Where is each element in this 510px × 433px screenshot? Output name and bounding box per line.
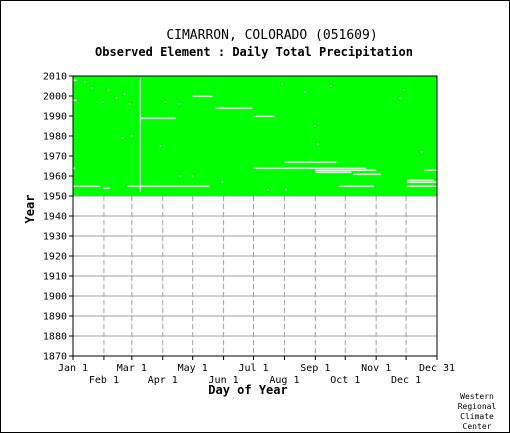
x-tick-label-lower-2: Jun 1 bbox=[209, 375, 239, 386]
y-tick-label-1900: 1900 bbox=[43, 292, 67, 303]
missing-day-3 bbox=[123, 93, 126, 95]
missing-segment-10 bbox=[424, 169, 437, 172]
credit-line-3: Center bbox=[463, 422, 492, 431]
x-axis-label: Day of Year bbox=[208, 383, 287, 397]
missing-segment-13 bbox=[284, 161, 337, 164]
missing-segment-2 bbox=[102, 187, 110, 190]
missing-day-11 bbox=[179, 175, 182, 177]
y-tick-label-1970: 1970 bbox=[43, 152, 67, 163]
missing-day-24 bbox=[178, 103, 181, 105]
y-tick-label-2000: 2000 bbox=[43, 92, 67, 103]
y-tick-label-1910: 1910 bbox=[43, 272, 67, 283]
observed-data-region bbox=[73, 76, 437, 196]
credit-line-2: Climate bbox=[460, 412, 494, 421]
missing-day-10 bbox=[191, 175, 194, 177]
missing-segment-16 bbox=[140, 117, 176, 120]
missing-segment-6 bbox=[407, 179, 435, 182]
missing-segment-12 bbox=[73, 167, 75, 170]
missing-day-20 bbox=[317, 143, 319, 145]
x-tick-label-lower-4: Oct 1 bbox=[330, 375, 360, 386]
missing-day-21 bbox=[285, 189, 287, 191]
missing-segment-15 bbox=[215, 107, 253, 110]
missing-segment-1 bbox=[126, 185, 210, 188]
missing-day-17 bbox=[403, 89, 405, 91]
x-tick-label-upper-3: Jul 1 bbox=[238, 363, 268, 374]
missing-segment-18 bbox=[73, 99, 77, 102]
missing-segment-14 bbox=[253, 115, 275, 118]
missing-segment-7 bbox=[353, 173, 382, 176]
y-tick-label-1950: 1950 bbox=[43, 192, 67, 203]
y-tick-label-1940: 1940 bbox=[43, 212, 67, 223]
x-tick-label-upper-4: Sep 1 bbox=[300, 363, 330, 374]
x-tick-label-lower-3: Aug 1 bbox=[269, 375, 299, 386]
missing-segment-3 bbox=[339, 185, 375, 188]
y-tick-label-1990: 1990 bbox=[43, 112, 67, 123]
missing-day-13 bbox=[304, 91, 306, 93]
y-tick-label-1880: 1880 bbox=[43, 332, 67, 343]
missing-segment-8 bbox=[315, 171, 352, 174]
x-tick-label-upper-5: Nov 1 bbox=[361, 363, 391, 374]
missing-day-0 bbox=[83, 81, 86, 83]
missing-segment-9 bbox=[315, 169, 377, 172]
y-tick-label-1870: 1870 bbox=[43, 352, 67, 363]
x-tick-label-lower-5: Dec 1 bbox=[391, 375, 421, 386]
y-tick-label-1980: 1980 bbox=[43, 132, 67, 143]
missing-vertical-0 bbox=[139, 78, 142, 192]
missing-day-9 bbox=[159, 145, 162, 147]
missing-day-18 bbox=[314, 125, 316, 127]
missing-day-12 bbox=[221, 181, 224, 183]
x-tick-label-upper-0: Jan 1 bbox=[58, 363, 88, 374]
missing-day-22 bbox=[267, 189, 269, 191]
missing-day-4 bbox=[115, 97, 118, 99]
y-tick-label-1930: 1930 bbox=[43, 232, 67, 243]
y-tick-label-1960: 1960 bbox=[43, 172, 67, 183]
chart-subtitle: Observed Element : Daily Total Precipita… bbox=[95, 45, 413, 59]
x-tick-label-upper-6: Dec 31 bbox=[419, 363, 455, 374]
y-tick-label-1890: 1890 bbox=[43, 312, 67, 323]
missing-day-8 bbox=[121, 137, 124, 139]
missing-day-2 bbox=[107, 89, 110, 91]
x-tick-label-upper-2: May 1 bbox=[178, 363, 208, 374]
missing-day-7 bbox=[130, 135, 133, 137]
missing-day-14 bbox=[330, 85, 332, 87]
x-axis-ticks: Jan 1 Mar 1 May 1 Jul 1 Sep 1 Nov 1 Dec 31 Feb … bbox=[58, 356, 455, 386]
credit-line-0: Western bbox=[460, 392, 494, 401]
missing-day-15 bbox=[281, 83, 283, 85]
missing-segment-19 bbox=[73, 79, 77, 82]
missing-segment-0 bbox=[73, 185, 100, 188]
missing-day-5 bbox=[101, 101, 104, 103]
missing-segment-4 bbox=[407, 185, 437, 188]
y-axis-ticks: 1870 1880 1890 1900 1910 1920 1930 1940 1950 1960… bbox=[43, 72, 73, 363]
y-tick-label-1920: 1920 bbox=[43, 252, 67, 263]
missing-day-1 bbox=[90, 87, 93, 89]
missing-day-23 bbox=[164, 101, 167, 103]
chart-title: CIMARRON, COLORADO (051609) bbox=[166, 28, 377, 43]
y-axis-label: Year bbox=[23, 195, 37, 224]
x-tick-label-lower-1: Apr 1 bbox=[148, 375, 178, 386]
credit-line-1: Regional bbox=[458, 402, 497, 411]
data-layer bbox=[73, 76, 437, 196]
missing-day-19 bbox=[421, 151, 423, 153]
x-tick-label-lower-0: Feb 1 bbox=[89, 375, 119, 386]
missing-day-6 bbox=[128, 103, 131, 105]
missing-segment-5 bbox=[407, 181, 437, 184]
missing-day-16 bbox=[399, 97, 401, 99]
missing-segment-11 bbox=[253, 167, 367, 170]
y-tick-label-2010: 2010 bbox=[43, 72, 67, 83]
x-tick-label-upper-1: Mar 1 bbox=[117, 363, 147, 374]
missing-segment-17 bbox=[192, 95, 213, 98]
